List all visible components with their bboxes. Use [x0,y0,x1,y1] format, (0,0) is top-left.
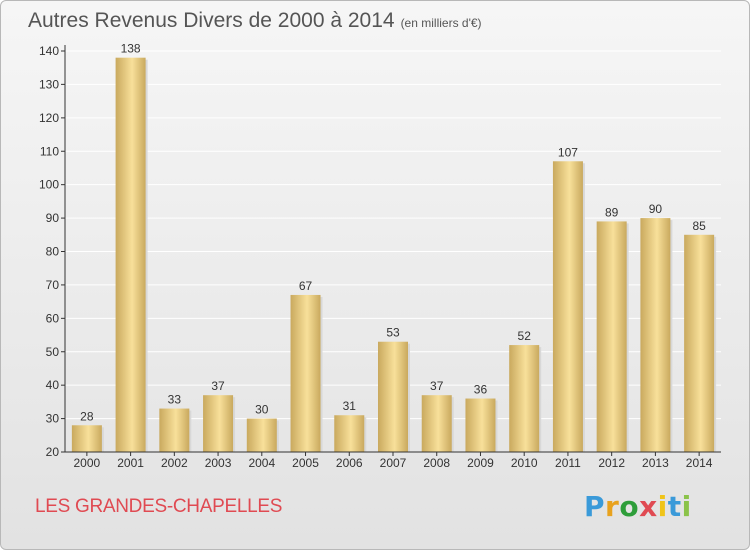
x-tick-label: 2002 [161,456,188,470]
bar [334,415,365,452]
bar [246,418,277,452]
brand-letter: i [681,490,692,523]
x-tick-label: 2000 [74,456,101,470]
y-tick-label: 100 [39,178,59,192]
x-tick-label: 2011 [555,456,581,470]
y-tick-label: 30 [46,412,60,426]
data-label: 33 [168,393,182,407]
y-tick-label: 20 [46,445,60,459]
data-label: 31 [343,399,357,413]
data-label: 90 [649,202,663,216]
bar [640,218,671,452]
labels: 28 138 33 37 30 67 31 53 37 36 52 107 89 90 85 [80,42,706,424]
x-tick-label: 2004 [248,456,275,470]
bars [71,57,717,452]
y-tick-label: 70 [46,278,60,292]
chart-title-text: Autres Revenus Divers de 2000 à 2014 [28,9,395,32]
y-tick-label: 40 [46,378,60,392]
x-tick-label: 2005 [292,456,319,470]
data-label: 52 [518,329,532,343]
x-tick-label: 2014 [686,456,713,470]
data-label: 53 [386,326,400,340]
x-tick-label: 2012 [598,456,625,470]
data-label: 85 [692,219,706,233]
y-tick-label: 80 [46,245,60,259]
data-label: 30 [255,403,269,417]
x-tick-label: 2001 [117,456,144,470]
brand-letter: i [657,490,668,523]
y-tick-label: 90 [46,211,60,225]
bar [465,398,496,452]
bar [509,345,540,452]
y-tick-label: 120 [39,111,59,125]
brand-letter: x [639,490,658,523]
data-label: 28 [80,409,94,423]
x-tick-label: 2008 [423,456,450,470]
brand-letter: t [667,490,682,523]
brand-letter: o [619,490,640,523]
brand-letter: P [584,490,606,523]
data-label: 37 [430,379,444,393]
bar [684,234,715,452]
bar [421,395,452,452]
y-tick-label: 140 [39,44,59,58]
data-label: 36 [474,383,488,397]
data-label: 89 [605,205,619,219]
x-tick-label: 2003 [205,456,232,470]
bar [203,395,234,452]
y-tick-label: 110 [40,144,59,158]
x-tick-label: 2007 [380,456,407,470]
bar [159,408,190,452]
bar [290,294,321,452]
data-label: 107 [558,145,578,159]
data-label: 37 [211,379,225,393]
proxiti-logo: Proxiti [584,490,692,523]
brand-letter: r [605,490,620,523]
chart-subtitle: (en milliers d'€) [400,16,482,30]
x-tick-label: 2006 [336,456,363,470]
data-label: 67 [299,279,313,293]
y-tick-label: 50 [46,345,60,359]
bar [552,161,583,452]
commune-name: LES GRANDES-CHAPELLES [35,496,283,517]
x-tick-label: 2009 [467,456,494,470]
bar [596,221,627,452]
chart-title: Autres Revenus Divers de 2000 à 2014 (en … [28,9,482,33]
axes: 20 30 40 50 60 70 80 90 100 110 120 130 140 2000 2001 2… [39,44,721,470]
y-tick-label: 130 [39,77,59,91]
x-tick-label: 2010 [511,456,538,470]
y-tick-label: 60 [46,311,60,325]
data-label: 138 [121,42,141,56]
bar [378,341,408,452]
x-tick-label: 2013 [642,456,669,470]
bar [71,425,102,452]
bar [115,57,146,452]
